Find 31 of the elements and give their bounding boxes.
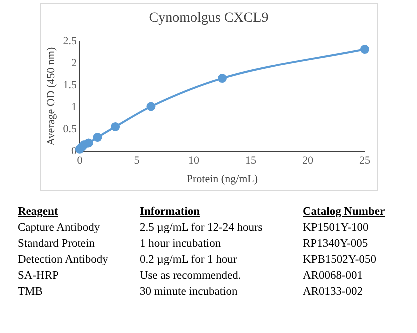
y-axis-title: Average OD (450 nm) <box>45 47 58 146</box>
x-tick-label: 20 <box>302 155 314 168</box>
text: KPB1502Y-050 <box>303 253 378 268</box>
text: Catalog Number <box>303 205 386 220</box>
text: Standard Protein <box>18 237 96 252</box>
text: 30 minute incubation <box>140 285 239 300</box>
text: SA-HRP <box>18 269 60 284</box>
x-tick-label: 25 <box>360 155 371 168</box>
x-tick-label: 15 <box>245 155 257 168</box>
text: TMB <box>18 285 44 300</box>
text: Reagent <box>18 205 60 220</box>
chart-title: Cynomolgus CXCL9 <box>148 11 270 27</box>
text: AR0068-001 <box>303 269 364 284</box>
y-tick-label: 1.5 <box>63 79 78 92</box>
x-tick-label: 5 <box>134 155 140 168</box>
x-axis-title: Protein (ng/mL) <box>186 173 258 186</box>
text: Use as recommended. <box>140 269 242 284</box>
text: 1 hour incubation <box>140 237 222 252</box>
y-tick-label: 0.5 <box>63 123 78 136</box>
text: RP1340Y-005 <box>303 237 370 252</box>
y-tick-label: 2.5 <box>63 35 78 48</box>
text: 0.2 µg/mL for 1 hour <box>140 253 238 268</box>
text: Capture Antibody <box>18 221 102 236</box>
x-tick-label: 10 <box>188 155 200 168</box>
y-tick-label: 2 <box>71 57 77 70</box>
y-tick-label: 1 <box>71 101 77 114</box>
text: AR0133-002 <box>303 285 364 300</box>
text: Detection Antibody <box>18 253 110 268</box>
text: 2.5 µg/mL for 12-24 hours <box>140 221 264 236</box>
text: Information <box>140 205 202 220</box>
text: KP1501Y-100 <box>303 221 370 236</box>
